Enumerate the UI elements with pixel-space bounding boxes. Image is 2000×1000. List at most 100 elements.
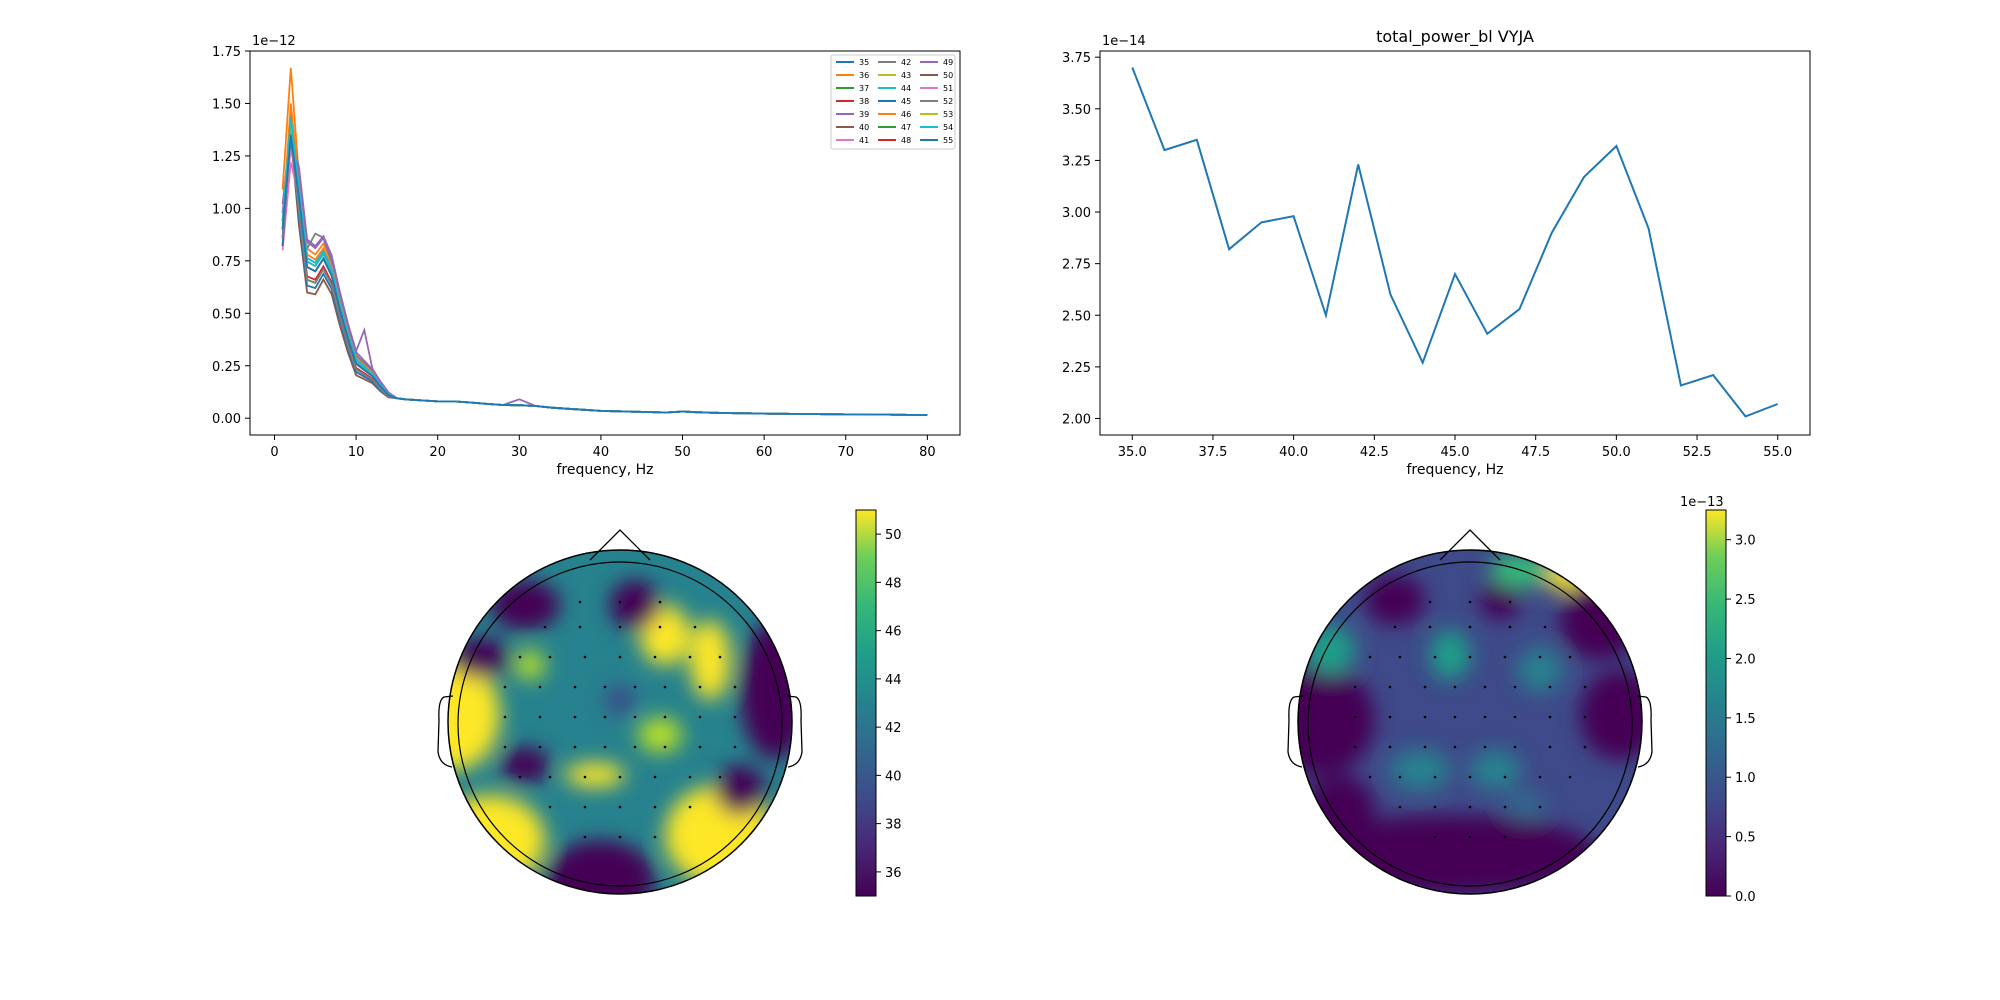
sensor-dot (653, 655, 657, 659)
psd-series-line-51 (281, 149, 928, 416)
colorbar-tick-label: 36 (885, 866, 902, 881)
sensor-dot (698, 745, 702, 749)
sensor-dot (618, 600, 622, 604)
legend-label-40: 40 (859, 123, 869, 132)
sensor-dot (1368, 655, 1372, 659)
total-power-x-axis-label: frequency, Hz (1407, 462, 1504, 478)
psd-series-lines (281, 67, 928, 416)
x-tick-label: 30 (511, 445, 528, 460)
sensor-dot (1368, 775, 1372, 779)
sensor-dot (503, 715, 507, 719)
sensor-dot (1453, 745, 1457, 749)
sensor-dot (1433, 805, 1437, 809)
colorbar-tick-label: 1.0 (1735, 771, 1756, 786)
sensor-dot (578, 600, 582, 604)
x-tick-label: 80 (919, 445, 936, 460)
psd-series-line-41 (281, 161, 928, 416)
sensor-dot (503, 745, 507, 749)
y-tick-label: 1.00 (212, 202, 241, 217)
sensor-dot (1483, 715, 1487, 719)
sensor-dot (548, 805, 552, 809)
topomap-left-sensors (503, 600, 737, 839)
psd-series-line-50 (281, 145, 928, 416)
sensor-dot (733, 745, 737, 749)
legend-label-54: 54 (943, 123, 953, 132)
sensor-dot (583, 835, 587, 839)
psd-axis-ticks: 0 10 20 30 40 50 60 70 80 0.00 0.25 0.50 0.75 1.00 1.2… (212, 45, 936, 460)
sensor-dot (1503, 835, 1507, 839)
sensor-dot (1508, 625, 1512, 629)
sensor-dot (1548, 715, 1552, 719)
x-tick-label: 40 (593, 445, 610, 460)
y-tick-label: 2.25 (1062, 361, 1091, 376)
psd-series-line-53 (281, 122, 928, 416)
colorbar-left-ticks: 36 38 40 42 44 46 48 50 (876, 528, 902, 881)
psd-series-line-48 (281, 130, 928, 416)
sensor-dot (1538, 805, 1542, 809)
sensor-dot (1393, 625, 1397, 629)
sensor-dot (1428, 625, 1432, 629)
sensor-dot (663, 745, 667, 749)
psd-series-line-35 (281, 120, 928, 416)
sensor-dot (658, 625, 662, 629)
sensor-dot (1583, 745, 1587, 749)
sensor-dot (1428, 600, 1432, 604)
legend-label-43: 43 (901, 71, 911, 80)
sensor-dot (573, 685, 577, 689)
psd-series-line-40 (281, 134, 928, 416)
sensor-dot (1453, 685, 1457, 689)
sensor-dot (663, 715, 667, 719)
sensor-dot (633, 745, 637, 749)
sensor-dot (1503, 805, 1507, 809)
head-inner-outline (1307, 561, 1633, 887)
sensor-dot (1468, 625, 1472, 629)
colorbar-tick-label: 42 (885, 721, 902, 736)
y-tick-label: 0.25 (212, 360, 241, 375)
sensor-dot (1548, 745, 1552, 749)
legend-label-47: 47 (901, 123, 911, 132)
colorbar-tick-label: 44 (885, 673, 902, 688)
colorbar-tick-label: 0.5 (1735, 831, 1756, 846)
sensor-dot (688, 805, 692, 809)
sensor-dot (1483, 745, 1487, 749)
psd-series-line-38 (281, 124, 928, 416)
psd-series-line-45 (281, 126, 928, 416)
sensor-dot (1538, 775, 1542, 779)
sensor-dot (618, 805, 622, 809)
psd-series-line-55 (281, 134, 928, 416)
sensor-dot (1503, 775, 1507, 779)
sensor-dot (688, 655, 692, 659)
legend-label-45: 45 (901, 97, 911, 106)
psd-series-line-43 (281, 115, 928, 416)
nose-icon (589, 529, 651, 561)
topomap-right: 1e−13 0.0 0.5 1.0 1.5 2.0 2.5 3.0 (1287, 495, 1756, 905)
colorbar-tick-label: 0.0 (1735, 890, 1756, 905)
y-tick-label: 0.75 (212, 255, 241, 270)
sensor-dot (1423, 745, 1427, 749)
psd-series-line-37 (281, 107, 928, 416)
colorbar-right-offset-label: 1e−13 (1680, 495, 1724, 510)
sensor-dot (1353, 715, 1357, 719)
sensor-dot (653, 835, 657, 839)
legend-label-52: 52 (943, 97, 953, 106)
total-power-plot: total_power_bl VYJA 35.0 37.5 40.0 42.5 45.0… (1062, 27, 1811, 478)
y-tick-label: 2.75 (1062, 258, 1091, 273)
legend-label-44: 44 (901, 84, 911, 93)
y-tick-label: 1.25 (212, 150, 241, 165)
psd-series-line-47 (281, 138, 928, 416)
sensor-dot (543, 625, 547, 629)
sensor-dot (1513, 685, 1517, 689)
psd-series-line-49 (281, 143, 928, 416)
sensor-dot (1453, 715, 1457, 719)
total-power-line (1131, 67, 1779, 418)
topomap-left-field (448, 550, 792, 894)
y-tick-label: 2.50 (1062, 309, 1091, 324)
sensor-dot (603, 685, 607, 689)
x-tick-label: 55.0 (1763, 445, 1792, 460)
x-tick-label: 45.0 (1441, 445, 1470, 460)
y-tick-label: 3.00 (1062, 206, 1091, 221)
sensor-dot (1353, 745, 1357, 749)
sensor-dot (618, 655, 622, 659)
sensor-dot (1388, 715, 1392, 719)
